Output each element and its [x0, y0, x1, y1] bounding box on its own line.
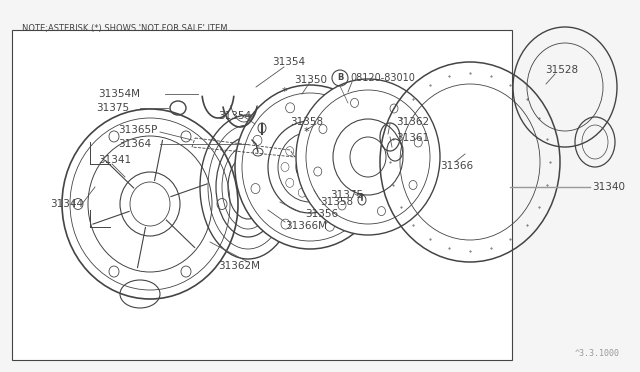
Text: 31354M: 31354M: [98, 89, 140, 99]
Text: ^3.3.1000: ^3.3.1000: [575, 349, 620, 358]
Text: 31366M: 31366M: [285, 221, 327, 231]
Text: 31358: 31358: [290, 117, 323, 127]
Text: B: B: [337, 74, 343, 83]
Text: 31350: 31350: [294, 75, 327, 85]
Text: 08120-83010: 08120-83010: [350, 73, 415, 83]
Text: NOTE;ASTERISK (*) SHOWS 'NOT FOR SALE' ITEM.: NOTE;ASTERISK (*) SHOWS 'NOT FOR SALE' I…: [22, 24, 230, 33]
Text: 31375: 31375: [330, 190, 363, 200]
Text: 31358: 31358: [320, 197, 353, 207]
Text: 31344: 31344: [50, 199, 83, 209]
Text: 31364: 31364: [118, 139, 151, 149]
Text: 31375: 31375: [96, 103, 129, 113]
Text: 31528: 31528: [545, 65, 578, 75]
Text: 31366: 31366: [440, 161, 473, 171]
Text: *: *: [281, 87, 287, 97]
Text: 31354: 31354: [218, 111, 251, 121]
Text: 31354: 31354: [272, 57, 305, 67]
Ellipse shape: [235, 85, 385, 249]
Text: *: *: [303, 127, 309, 137]
Text: 31356: 31356: [305, 209, 338, 219]
Text: 31365P: 31365P: [118, 125, 157, 135]
Bar: [12, 30, 512, 360]
Text: 31361: 31361: [396, 133, 429, 143]
Ellipse shape: [296, 79, 440, 235]
Text: 31340: 31340: [592, 182, 625, 192]
Text: 31362M: 31362M: [218, 261, 260, 271]
Text: 31362: 31362: [396, 117, 429, 127]
Text: 31341: 31341: [98, 155, 131, 165]
